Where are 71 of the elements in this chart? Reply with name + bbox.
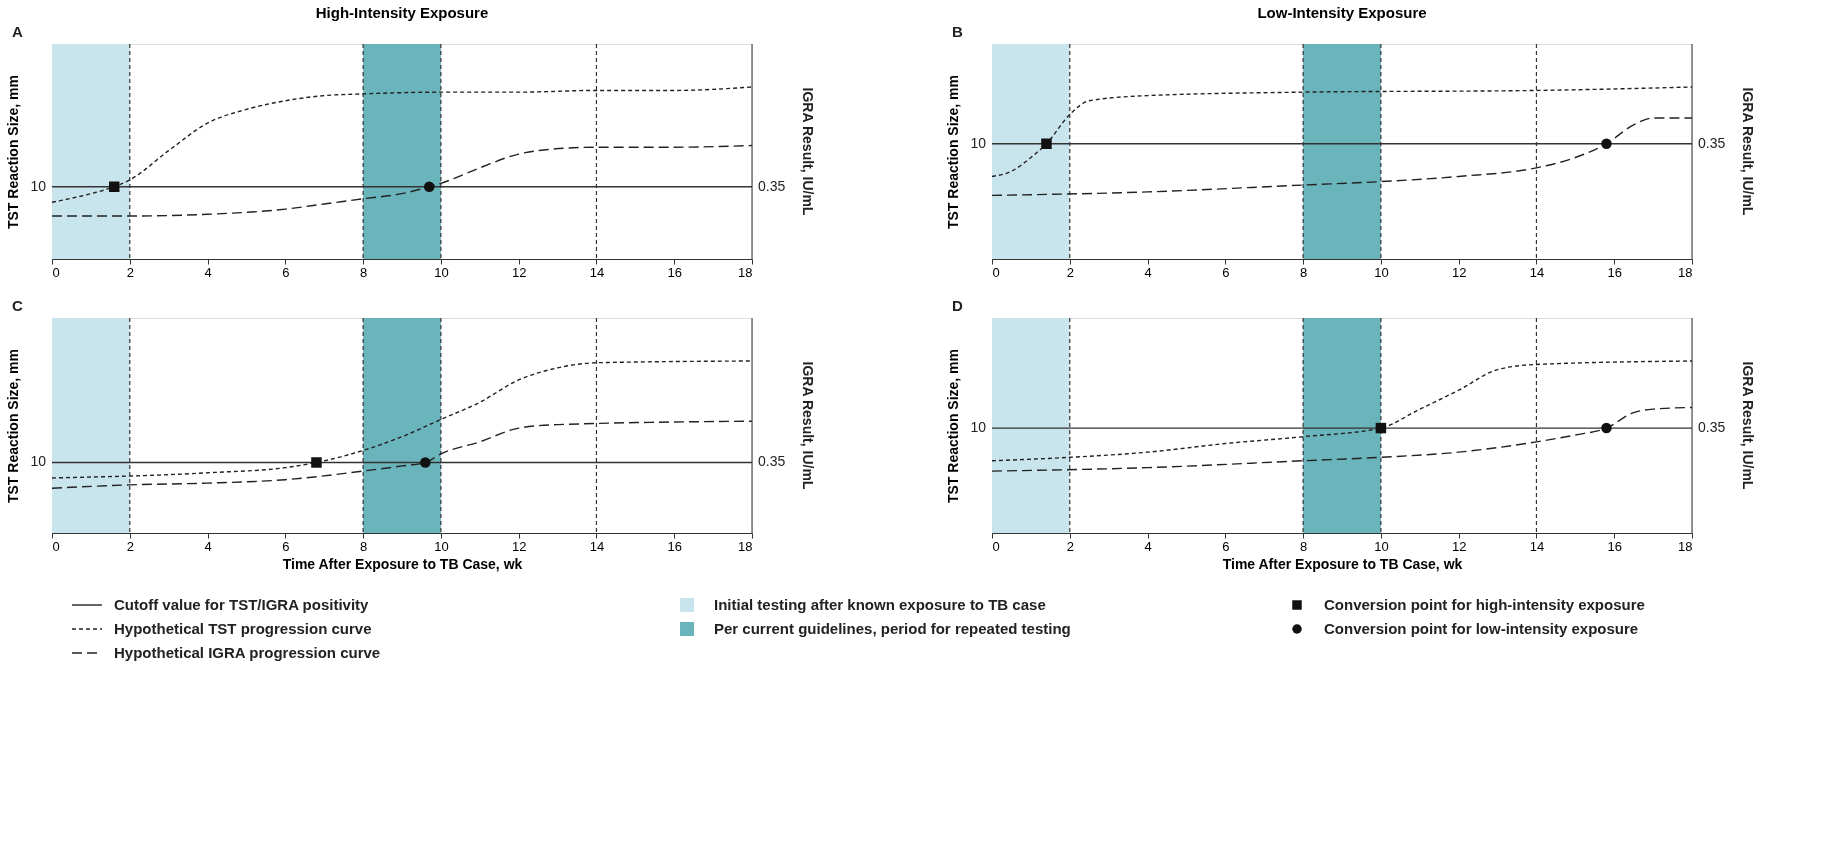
x-axis-title: Time After Exposure to TB Case, wk <box>1222 555 1463 572</box>
chart-subtitle: A <box>12 23 23 40</box>
x-tick-label: 18 <box>1678 538 1693 554</box>
legend-label: Hypothetical TST progression curve <box>114 620 372 637</box>
y2-axis-title: IGRA Result, IU/mL <box>800 87 816 216</box>
text: 10 <box>30 177 47 194</box>
x-tick-label: 16 <box>1607 538 1622 554</box>
x-tick-label: 18 <box>738 538 753 554</box>
x-tick-label: 0 <box>52 264 60 280</box>
x-tick-label: 4 <box>1144 538 1152 554</box>
text: 0.35 <box>758 453 786 470</box>
x-tick-label: 0 <box>992 264 1000 280</box>
chart-subtitle: B <box>952 23 963 40</box>
x-tick-label: 12 <box>1451 264 1467 280</box>
x-tick-label: 4 <box>1144 264 1152 280</box>
x-tick-label: 2 <box>126 538 134 554</box>
x-tick-label: 14 <box>1529 264 1545 280</box>
x-tick-label: 4 <box>204 264 212 280</box>
x-tick-label: 0 <box>992 538 1000 554</box>
y-axis-title: TST Reaction Size, mm <box>4 74 21 230</box>
x-tick-label: 12 <box>511 264 527 280</box>
chart-subtitle: D <box>952 297 963 314</box>
x-tick-label: 12 <box>511 538 527 554</box>
x-tick-label: 0 <box>52 538 60 554</box>
legend-label: Initial testing after known exposure to TB case <box>714 596 1046 613</box>
y-axis-title: TST Reaction Size, mm <box>944 348 961 504</box>
legend-label: Per current guidelines, period for repeated testing <box>714 620 1071 637</box>
legend-label: Cutoff value for TST/IGRA positivity <box>114 596 370 613</box>
x-axis-title: Time After Exposure to TB Case, wk <box>282 555 523 572</box>
y2-axis-title: IGRA Result, IU/mL <box>800 361 816 490</box>
x-tick-label: 8 <box>1299 538 1308 554</box>
y-axis-title: TST Reaction Size, mm <box>944 74 961 230</box>
chart-title: Low-Intensity Exposure <box>1257 4 1427 21</box>
y-axis-title: TST Reaction Size, mm <box>4 348 21 504</box>
text: 10 <box>30 453 47 470</box>
text: 0.35 <box>1698 134 1726 151</box>
x-tick-label: 16 <box>1607 264 1622 280</box>
x-tick-label: 12 <box>1451 538 1467 554</box>
x-tick-label: 6 <box>1222 264 1230 280</box>
x-tick-label: 10 <box>1374 538 1389 554</box>
x-tick-label: 14 <box>589 538 605 554</box>
text: 10 <box>970 419 987 436</box>
x-tick-label: 8 <box>359 264 368 280</box>
legend-label: Hypothetical IGRA progression curve <box>114 644 381 661</box>
x-tick-label: 14 <box>589 264 605 280</box>
x-tick-label: 6 <box>282 264 290 280</box>
x-tick-label: 10 <box>434 538 449 554</box>
x-tick-label: 14 <box>1529 538 1545 554</box>
x-tick-label: 10 <box>1374 264 1389 280</box>
x-tick-label: 16 <box>667 264 682 280</box>
y2-axis-title: IGRA Result, IU/mL <box>1740 361 1756 490</box>
y2-axis-title: IGRA Result, IU/mL <box>1740 87 1756 216</box>
x-tick-label: 4 <box>204 538 212 554</box>
x-tick-label: 2 <box>1066 264 1074 280</box>
legend-label: Conversion point for high-intensity exposure <box>1324 596 1645 613</box>
text: 0.35 <box>758 177 786 194</box>
x-tick-label: 8 <box>359 538 368 554</box>
legend-label: Conversion point for low-intensity exposure <box>1324 620 1639 637</box>
x-tick-label: 16 <box>667 538 682 554</box>
x-tick-label: 6 <box>1222 538 1230 554</box>
x-tick-label: 8 <box>1299 264 1308 280</box>
x-tick-label: 18 <box>1678 264 1693 280</box>
chart-title: High-Intensity Exposure <box>315 4 489 21</box>
x-tick-label: 18 <box>738 264 753 280</box>
x-tick-label: 2 <box>126 264 134 280</box>
text: 0.35 <box>1698 419 1726 436</box>
text: 10 <box>970 134 987 151</box>
x-tick-label: 6 <box>282 538 290 554</box>
chart-subtitle: C <box>12 297 23 314</box>
x-tick-label: 10 <box>434 264 449 280</box>
x-tick-label: 2 <box>1066 538 1074 554</box>
